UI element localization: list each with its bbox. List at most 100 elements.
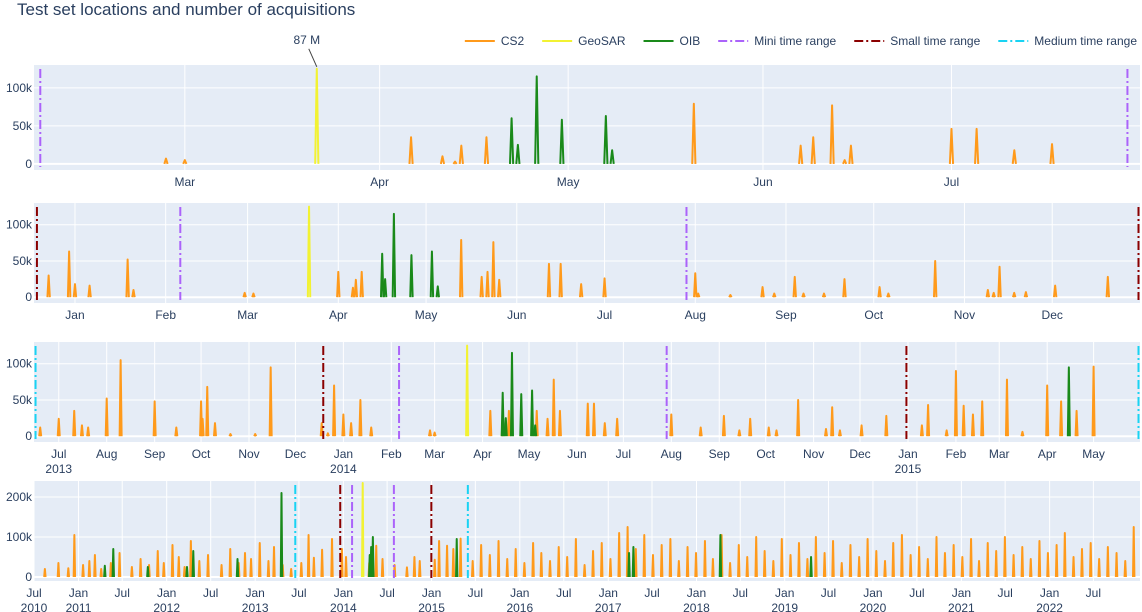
data-point [361,482,365,578]
legend-item[interactable]: Mini time range [718,34,837,48]
x-tick-label: Jan [863,586,882,600]
data-point [519,393,524,437]
data-point [557,546,561,578]
legend-label: Medium time range [1034,34,1137,48]
x-tick-label: Jul [733,586,748,600]
data-point [1105,275,1111,298]
x-tick-label: Mar [174,175,195,189]
data-point [330,538,334,578]
data-point [1106,546,1110,578]
data-point [412,556,417,578]
x-tick-label: Nov [238,447,259,461]
data-point [533,424,538,437]
legend-item[interactable]: OIB [643,34,701,48]
data-point [505,558,509,578]
data-point [437,540,441,578]
legend-item[interactable]: Medium time range [998,34,1137,48]
x-tick-label: Jan [510,586,529,600]
data-point [104,397,109,437]
data-point [131,288,136,298]
legend-label: Small time range [890,34,980,48]
x-tick-label: Jan [775,586,794,600]
x-tick-label: Feb [381,447,402,461]
data-point [81,564,85,578]
data-point [1011,149,1017,165]
data-point [617,532,621,578]
x-tick-label: Sep [709,447,731,461]
data-point [458,144,464,165]
data-point [66,567,71,578]
data-point [960,556,965,578]
y-tick-label: 0 [25,429,32,443]
x-tick-label: Jul [203,586,218,600]
data-point [455,538,459,578]
x-tick-label: Jan [157,586,176,600]
data-point [299,562,304,578]
legend-item[interactable]: Small time range [854,34,981,48]
data-point [103,564,107,578]
data-point [745,556,749,578]
x-tick-label: Jan [952,586,971,600]
data-point [772,292,777,298]
series-cs2 [46,238,1111,298]
x-tick-label: Jan [898,447,917,461]
data-point [634,548,638,578]
data-point [810,136,816,164]
data-point [251,292,256,298]
x-tick-label: Feb [155,308,176,322]
data-point [754,536,758,578]
data-point [530,389,535,437]
series-geosar [306,205,312,298]
data-point [350,286,356,298]
data-point [174,426,179,437]
panel-2: Jan Feb Mar Apr May Jun Jul Aug Sep Oct Nov Dec 0 50k… [6,203,1140,322]
data-point [458,537,463,578]
data-point [496,540,501,578]
series-oib [508,75,615,165]
data-point [163,157,169,165]
x-tick-label: Apr [370,175,389,189]
data-point [479,275,484,298]
data-point [627,552,631,578]
x-tick-label: Jun [753,175,772,189]
data-point [874,550,879,578]
data-point [608,558,613,578]
legend-item[interactable]: GeoSAR [542,34,626,48]
x-tick-year-label: 2014 [330,601,357,612]
data-point [774,429,779,437]
data-point [609,149,615,165]
data-point [439,155,446,165]
data-point [821,292,827,298]
data-point [934,536,939,578]
data-point [86,426,91,437]
data-point [801,292,806,298]
data-point [796,398,801,437]
data-point [703,540,707,578]
data-point [325,432,330,437]
data-point [1059,400,1064,437]
x-tick-label: Feb [946,447,967,461]
data-point [306,534,311,578]
data-point [728,562,732,578]
data-point [1123,560,1127,578]
data-point [358,398,363,437]
data-point [932,259,938,298]
x-tick-label: Sep [144,447,166,461]
data-point [748,417,753,437]
data-point [997,265,1002,298]
data-point [429,250,435,298]
data-point [228,433,233,437]
legend-item[interactable]: CS2 [464,34,525,48]
x-tick-label: Jan [599,586,618,600]
data-point [1049,143,1055,164]
data-point [156,550,160,578]
data-point [341,413,346,437]
y-tick-label: 50k [13,119,33,133]
data-point [585,402,590,437]
data-point [125,258,130,298]
data-point [669,413,674,437]
data-point [289,568,293,578]
x-tick-label: Oct [192,447,211,461]
